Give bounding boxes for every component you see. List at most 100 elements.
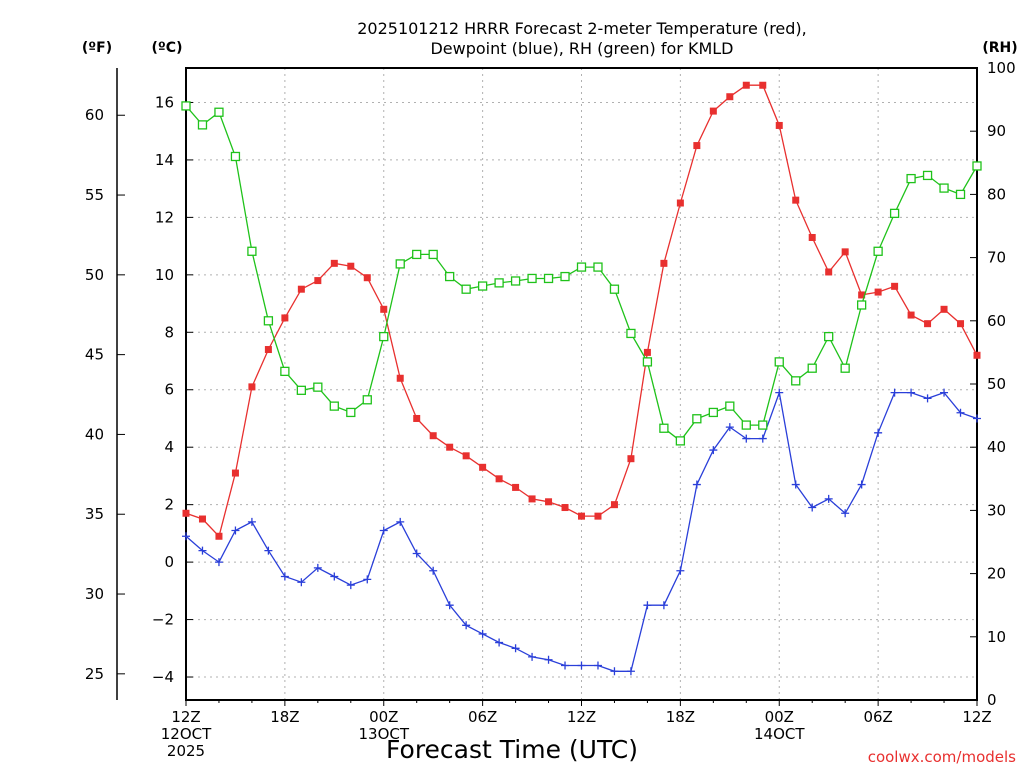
dewpoint-point — [478, 629, 487, 638]
dewpoint-point — [874, 428, 883, 437]
celsius-tick-label: 8 — [164, 323, 174, 341]
rh-point — [889, 208, 900, 219]
dewpoint-point — [429, 566, 438, 575]
rh-point — [560, 271, 570, 282]
rh-tick-label: 40 — [987, 438, 1006, 456]
rh-point — [230, 151, 241, 162]
rh-point — [576, 262, 587, 272]
rh-point — [659, 423, 669, 433]
celsius-unit-label: (ºC) — [152, 40, 183, 56]
rh-point — [922, 170, 933, 181]
temperature-point — [742, 81, 750, 89]
rh-point — [428, 249, 438, 260]
dewpoint-point — [857, 480, 866, 489]
dewpoint-point — [758, 434, 767, 443]
temperature-point — [380, 305, 388, 313]
temperature-point — [891, 282, 899, 290]
dewpoint-point — [610, 667, 619, 676]
dewpoint-point — [313, 563, 322, 572]
temperature-point — [561, 504, 569, 512]
rh-point — [939, 183, 949, 193]
x-tick-label: 14OCT — [754, 725, 805, 743]
rh-point — [296, 385, 307, 395]
temperature-point — [215, 532, 223, 540]
rh-point — [494, 278, 504, 288]
dewpoint-point — [808, 503, 817, 512]
dewpoint-point — [445, 601, 454, 610]
rh-point — [955, 189, 966, 200]
temperature-point — [198, 515, 206, 523]
temperature-point — [973, 351, 981, 359]
dewpoint-point — [396, 517, 405, 526]
rh-point — [741, 420, 751, 430]
temperature-point — [759, 81, 767, 89]
dewpoint-point — [231, 526, 240, 535]
dewpoint-point — [643, 601, 652, 610]
dewpoint-point — [462, 621, 471, 630]
dewpoint-point — [775, 388, 784, 397]
dewpoint-point — [940, 388, 949, 397]
dewpoint-point — [742, 434, 751, 443]
rh-point — [362, 395, 372, 405]
temperature-point — [281, 314, 289, 322]
data-series — [181, 81, 982, 676]
temperature-point — [231, 469, 239, 477]
temperature-point — [594, 512, 602, 520]
dewpoint-point — [330, 572, 339, 581]
fahrenheit-tick-label: 35 — [85, 505, 104, 523]
dewpoint-point — [198, 546, 207, 555]
dewpoint-point — [709, 446, 718, 455]
x-tick-label: 12Z — [171, 708, 200, 726]
rh-point — [593, 262, 603, 272]
rh-point — [675, 436, 686, 446]
dewpoint-point — [511, 644, 520, 653]
temperature-point — [610, 501, 618, 509]
rh-point — [692, 414, 702, 424]
dewpoint-point — [593, 661, 602, 670]
rh-point — [379, 331, 389, 342]
rh-point — [708, 407, 718, 418]
rh-point — [758, 420, 768, 430]
celsius-tick-label: 12 — [155, 208, 174, 226]
rh-point — [263, 316, 274, 326]
fahrenheit-tick-label: 45 — [85, 346, 104, 364]
temperature-point — [264, 346, 272, 354]
rh-point — [395, 259, 405, 269]
dewpoint-point — [956, 408, 965, 417]
celsius-tick-label: 14 — [155, 151, 174, 169]
rh-point — [461, 284, 471, 294]
rh-point — [807, 363, 817, 373]
rh-point — [609, 284, 620, 294]
rh-point — [477, 281, 488, 291]
temperature-point — [248, 383, 256, 391]
rh-tick-label: 10 — [987, 628, 1006, 646]
rh-point — [824, 331, 834, 342]
temperature-point — [396, 374, 404, 382]
temperature-point — [924, 320, 932, 328]
temperature-point — [841, 248, 849, 256]
celsius-tick-label: −2 — [152, 611, 174, 629]
rh-point — [543, 273, 554, 284]
rh-point — [510, 276, 521, 286]
temperature-point — [528, 495, 536, 503]
temperature-point — [676, 199, 684, 207]
celsius-tick-label: 6 — [164, 381, 174, 399]
fahrenheit-tick-label: 60 — [85, 106, 104, 124]
dewpoint-point — [214, 558, 223, 567]
fahrenheit-tick-label: 40 — [85, 425, 104, 443]
dewpoint-point — [577, 661, 586, 670]
dewpoint-point — [659, 601, 668, 610]
chart-title-line2: Dewpoint (blue), RH (green) for KMLD — [430, 39, 733, 58]
rh-point — [346, 407, 356, 418]
rh-point — [445, 271, 455, 282]
fahrenheit-tick-label: 30 — [85, 585, 104, 603]
dewpoint-point — [264, 546, 273, 555]
rh-point — [280, 366, 290, 377]
rh-point — [873, 246, 883, 256]
rh-tick-label: 30 — [987, 501, 1006, 519]
temperature-point — [347, 262, 355, 270]
celsius-tick-label: 10 — [155, 266, 174, 284]
temperature-point — [957, 320, 965, 328]
temperature-point — [726, 93, 734, 101]
